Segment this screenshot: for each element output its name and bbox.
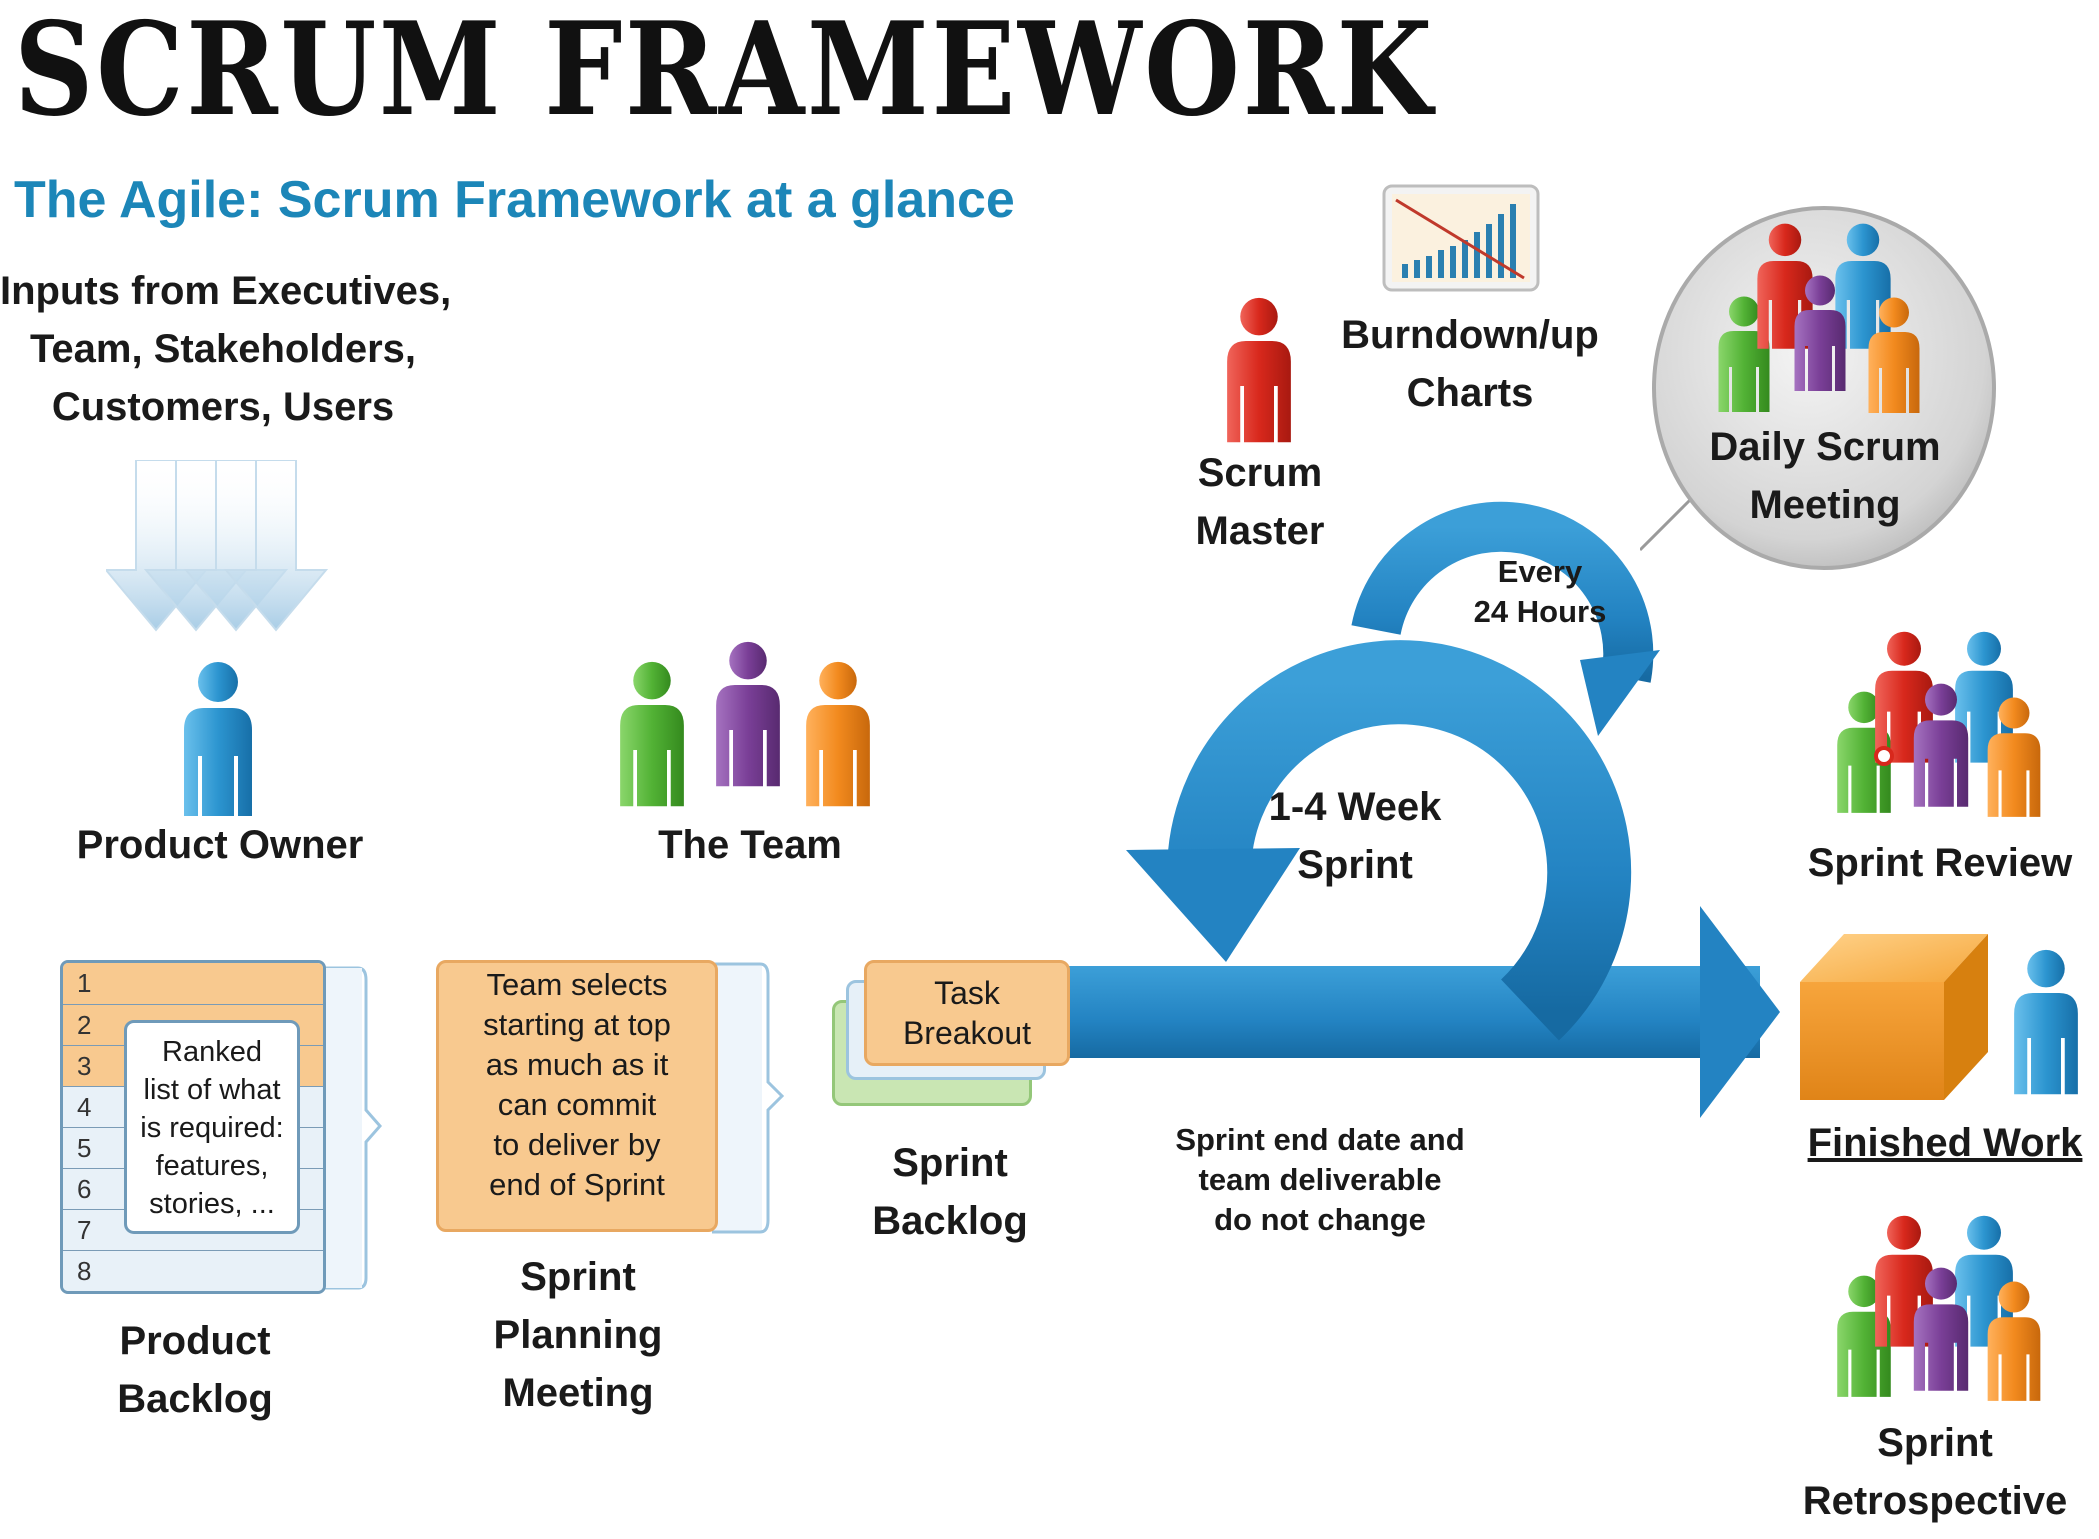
product-backlog-label: Product Backlog xyxy=(60,1312,330,1428)
pb-card-line-5: stories, ... xyxy=(149,1188,275,1220)
the-team-icon xyxy=(620,641,870,807)
sprint-cycle-label: 1-4 Week Sprint xyxy=(1240,778,1470,894)
daily-scrum-label: Daily Scrum Meeting xyxy=(1680,418,1970,534)
sb-label-line-2: Backlog xyxy=(872,1199,1028,1243)
pb-label-line-2: Backlog xyxy=(117,1377,273,1421)
sp-card-line-2: starting at top xyxy=(483,1007,671,1042)
burndown-label: Burndown/up Charts xyxy=(1320,306,1620,422)
pb-card-line-4: features, xyxy=(155,1150,269,1182)
task-breakout-card: Task Breakout xyxy=(864,960,1070,1066)
sp-card-line-6: end of Sprint xyxy=(489,1167,665,1202)
every-24-hours-label: Every 24 Hours xyxy=(1440,552,1640,632)
finished-work-label: Finished Work xyxy=(1807,1121,2083,1165)
page-subtitle: The Agile: Scrum Framework at a glance xyxy=(14,171,1015,229)
sprint-planning-bracket xyxy=(712,962,785,1234)
backlog-row-8: 8 xyxy=(63,1250,323,1291)
sprint-cycle-line-1: 1-4 Week xyxy=(1268,785,1442,829)
retro-line-1: Sprint xyxy=(1877,1421,1993,1465)
sprint-note-line-2: team deliverable xyxy=(1198,1162,1442,1197)
sp-card-line-4: can commit xyxy=(497,1087,657,1122)
inputs-line-2: Team, Stakeholders, xyxy=(29,327,417,371)
pb-label-line-1: Product xyxy=(119,1319,271,1363)
every-line-2: 24 Hours xyxy=(1473,594,1607,629)
pb-card-line-1: Ranked xyxy=(162,1036,262,1068)
sprint-backlog-label: Sprint Backlog xyxy=(820,1134,1080,1250)
scrum-master-label: Scrum Master xyxy=(1140,444,1380,560)
scrum-master-line-2: Master xyxy=(1195,509,1325,553)
sprint-note-line-1: Sprint end date and xyxy=(1175,1122,1465,1157)
task-breakout-line-1: Task xyxy=(934,975,1000,1011)
pb-card-line-3: is required: xyxy=(140,1112,284,1144)
backlog-row-1: 1 xyxy=(63,963,323,1004)
finished-work-icon xyxy=(1800,934,2078,1100)
task-breakout-line-2: Breakout xyxy=(902,1015,1032,1051)
sp-card-line-1: Team selects xyxy=(486,967,668,1002)
sp-card-line-3: as much as it xyxy=(485,1047,669,1082)
product-owner-icon xyxy=(184,662,252,816)
product-owner-label: Product Owner xyxy=(76,823,364,867)
scrum-master-line-1: Scrum xyxy=(1197,451,1323,495)
page-title: SCRUM FRAMEWORK xyxy=(14,0,1435,145)
pb-card-line-2: list of what xyxy=(143,1074,281,1106)
sprint-review-label: Sprint Review xyxy=(1807,841,2073,885)
product-backlog-list: 1 2 3 4 5 6 7 8 Ranked list of what is r… xyxy=(60,960,388,1294)
inputs-line-3: Customers, Users xyxy=(51,385,395,429)
inputs-text: Inputs from Executives, Team, Stakeholde… xyxy=(0,262,452,436)
sprint-retrospective-label: Sprint Retrospective xyxy=(1780,1414,2090,1530)
daily-scrum-line-1: Daily Scrum xyxy=(1709,425,1941,469)
sprint-planning-card: Team selects starting at top as much as … xyxy=(436,960,718,1232)
daily-scrum-circle xyxy=(1640,206,1996,570)
the-team-label: The Team xyxy=(658,823,842,867)
scrum-master-icon xyxy=(1227,297,1291,443)
sprint-cycle-line-2: Sprint xyxy=(1297,843,1413,887)
sprint-planning-label: Sprint Planning Meeting xyxy=(440,1248,716,1422)
inputs-line-1: Inputs from Executives, xyxy=(0,269,452,313)
sprint-retrospective-icon xyxy=(1837,1215,2041,1401)
daily-scrum-line-2: Meeting xyxy=(1749,483,1901,527)
burndown-line-2: Charts xyxy=(1406,371,1534,415)
sprint-review-icon xyxy=(1837,631,2041,817)
product-backlog-bracket xyxy=(322,966,382,1290)
inputs-arrows-icon xyxy=(106,460,329,632)
burndown-line-1: Burndown/up xyxy=(1341,313,1599,357)
sp-label-line-2: Planning xyxy=(493,1313,663,1357)
every-line-1: Every xyxy=(1497,554,1583,589)
sp-label-line-3: Meeting xyxy=(502,1371,654,1415)
sprint-note: Sprint end date and team deliverable do … xyxy=(1120,1120,1520,1240)
sprint-note-line-3: do not change xyxy=(1214,1202,1426,1237)
sp-label-line-1: Sprint xyxy=(520,1255,636,1299)
burndown-chart-icon xyxy=(1382,184,1540,292)
retro-line-2: Retrospective xyxy=(1802,1479,2068,1523)
sprint-loop-arrow-icon xyxy=(1060,501,1780,1118)
sp-card-line-5: to deliver by xyxy=(493,1127,661,1162)
product-backlog-card: Ranked list of what is required: feature… xyxy=(124,1020,300,1234)
sb-label-line-1: Sprint xyxy=(892,1141,1008,1185)
